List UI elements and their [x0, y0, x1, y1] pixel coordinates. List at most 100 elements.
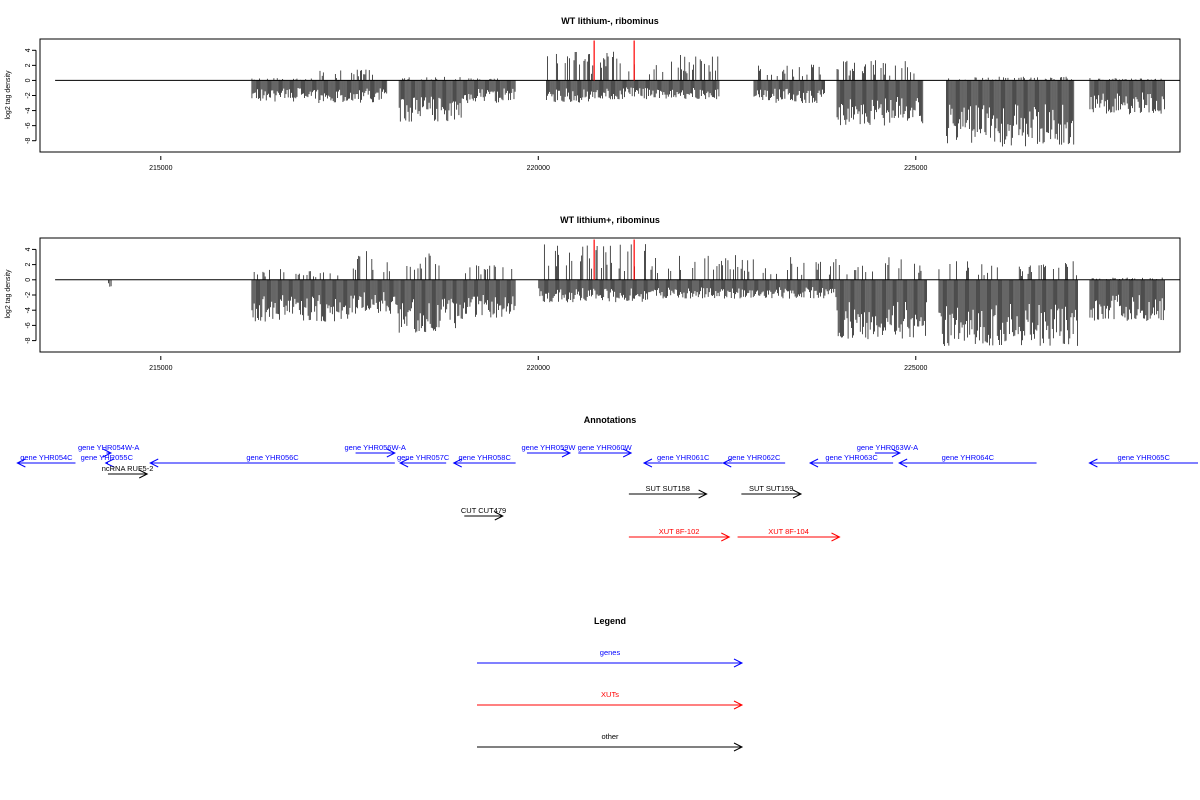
- y-tick-label: -2: [25, 92, 32, 98]
- feature-label: SUT SUT158: [646, 484, 690, 493]
- feature-label: gene YHR063W-A: [857, 443, 918, 452]
- feature-arrowhead: [16, 458, 26, 468]
- annotation-feature: ncRNA RUF5-2: [102, 464, 154, 479]
- feature-label: gene YHR055C: [81, 453, 134, 462]
- feature-label: gene YHR054W-A: [78, 443, 139, 452]
- feature-label: CUT CUT479: [461, 506, 506, 515]
- annotation-feature: gene YHR054C: [16, 453, 76, 468]
- highlight-group-lithium-plus: [593, 239, 635, 280]
- y-tick-label: 4: [25, 247, 32, 251]
- feature-label: gene YHR065C: [1117, 453, 1170, 462]
- feature-label: ncRNA RUF5-2: [102, 464, 154, 473]
- feature-arrowhead: [831, 532, 841, 542]
- x-tick-label: 215000: [149, 365, 172, 372]
- feature-label: gene YHR064C: [942, 453, 995, 462]
- y-tick-label: -4: [25, 307, 32, 313]
- feature-label: gene YHR056W-A: [344, 443, 405, 452]
- plot-frame-lithium-plus: [39, 237, 1181, 353]
- track-ylabel-lithium-minus: log2 tag density: [5, 70, 12, 120]
- y-tick-label: -8: [25, 337, 32, 343]
- feature-arrowhead: [452, 458, 462, 468]
- legend-entries: genes XUTs other: [477, 648, 744, 752]
- feature-arrowhead: [792, 489, 803, 499]
- feature-arrowhead: [561, 448, 572, 458]
- feature-label: gene YHR054C: [20, 453, 73, 462]
- plot-frame-lithium-minus: [39, 38, 1181, 153]
- y-tick-label: 0: [25, 278, 32, 282]
- feature-arrowhead: [642, 458, 653, 468]
- feature-label: gene YHR061C: [657, 453, 710, 462]
- annotation-feature: gene YHR064C: [898, 453, 1037, 468]
- feature-label: gene YHR059W: [521, 443, 576, 452]
- feature-label: gene YHR057C: [397, 453, 450, 462]
- track-panel-lithium-plus: WT lithium+, ribominus log2 tag density …: [5, 215, 1181, 372]
- annotation-feature: gene YHR056C: [149, 453, 395, 468]
- y-tick-label: -2: [25, 292, 32, 298]
- annotations-title: Annotations: [584, 415, 637, 425]
- y-tick-label: -6: [25, 322, 32, 328]
- y-tick-label: -8: [25, 137, 32, 143]
- legend-arrowhead: [733, 700, 744, 710]
- x-tick-label: 220000: [527, 165, 550, 172]
- bar-group-lithium-plus: [108, 244, 1165, 346]
- annotation-feature: gene YHR063C: [808, 453, 894, 468]
- annotation-feature: gene YHR055C: [81, 453, 134, 468]
- legend-label: other: [601, 732, 619, 741]
- legend-entry-xuts: XUTs: [477, 690, 744, 710]
- legend-label: genes: [600, 648, 621, 657]
- feature-arrowhead: [149, 458, 159, 468]
- legend-panel: Legend genes XUTs other: [477, 616, 744, 752]
- feature-label: XUT 8F-102: [659, 527, 700, 536]
- annotation-feature: gene YHR056W-A: [344, 443, 406, 458]
- feature-label: SUT SUT159: [749, 484, 793, 493]
- annotation-feature: XUT 8F-104: [737, 527, 841, 542]
- annotation-feature: CUT CUT479: [461, 506, 506, 521]
- highlight-group-lithium-minus: [593, 40, 635, 81]
- feature-arrowhead: [399, 458, 409, 468]
- feature-arrowhead: [722, 458, 732, 468]
- feature-arrowhead: [386, 448, 396, 458]
- legend-arrowhead: [733, 658, 744, 668]
- legend-label: XUTs: [601, 690, 619, 699]
- y-tick-label: 2: [25, 263, 32, 267]
- x-tick-label: 225000: [904, 165, 927, 172]
- annotation-feature: gene YHR059W: [521, 443, 576, 458]
- legend-arrowhead: [733, 742, 744, 752]
- feature-arrowhead: [891, 448, 902, 458]
- y-tick-label: -6: [25, 122, 32, 128]
- legend-entry-genes: genes: [477, 648, 744, 668]
- x-axis-lithium-minus: 215000 220000 225000: [149, 156, 928, 172]
- track-ylabel-lithium-plus: log2 tag density: [5, 269, 12, 319]
- feature-label: XUT 8F-104: [768, 527, 809, 536]
- feature-arrowhead: [104, 458, 114, 468]
- track-panel-lithium-minus: WT lithium-, ribominus log2 tag density …: [5, 16, 1181, 172]
- feature-arrowhead: [102, 448, 113, 458]
- y-tick-label: 4: [25, 48, 32, 52]
- feature-label: gene YHR062C: [728, 453, 781, 462]
- annotation-feature: gene YHR061C: [642, 453, 723, 468]
- x-tick-label: 225000: [904, 365, 927, 372]
- feature-label: gene YHR060W: [578, 443, 633, 452]
- annotation-feature: gene YHR062C: [722, 453, 786, 468]
- annotation-feature: SUT SUT158: [628, 484, 708, 499]
- feature-arrowhead: [721, 532, 731, 542]
- annotation-feature: SUT SUT159: [741, 484, 803, 499]
- x-tick-label: 220000: [527, 365, 550, 372]
- feature-arrowhead: [494, 511, 504, 521]
- feature-arrowhead: [898, 458, 908, 468]
- y-tick-label: 2: [25, 63, 32, 67]
- feature-label: gene YHR063C: [825, 453, 878, 462]
- y-axis-lithium-minus: 4 2 0 -2 -4 -6 -8: [25, 48, 37, 144]
- bar-group-lithium-minus: [251, 51, 1165, 147]
- y-axis-lithium-plus: 4 2 0 -2 -4 -6 -8: [25, 247, 37, 344]
- legend-title: Legend: [594, 616, 626, 626]
- track-title-lithium-plus: WT lithium+, ribominus: [560, 215, 660, 225]
- feature-label: gene YHR058C: [458, 453, 511, 462]
- feature-arrowhead: [1088, 458, 1098, 468]
- track-title-lithium-minus: WT lithium-, ribominus: [561, 16, 659, 26]
- x-axis-lithium-plus: 215000 220000 225000: [149, 356, 928, 372]
- feature-arrowhead: [138, 469, 149, 479]
